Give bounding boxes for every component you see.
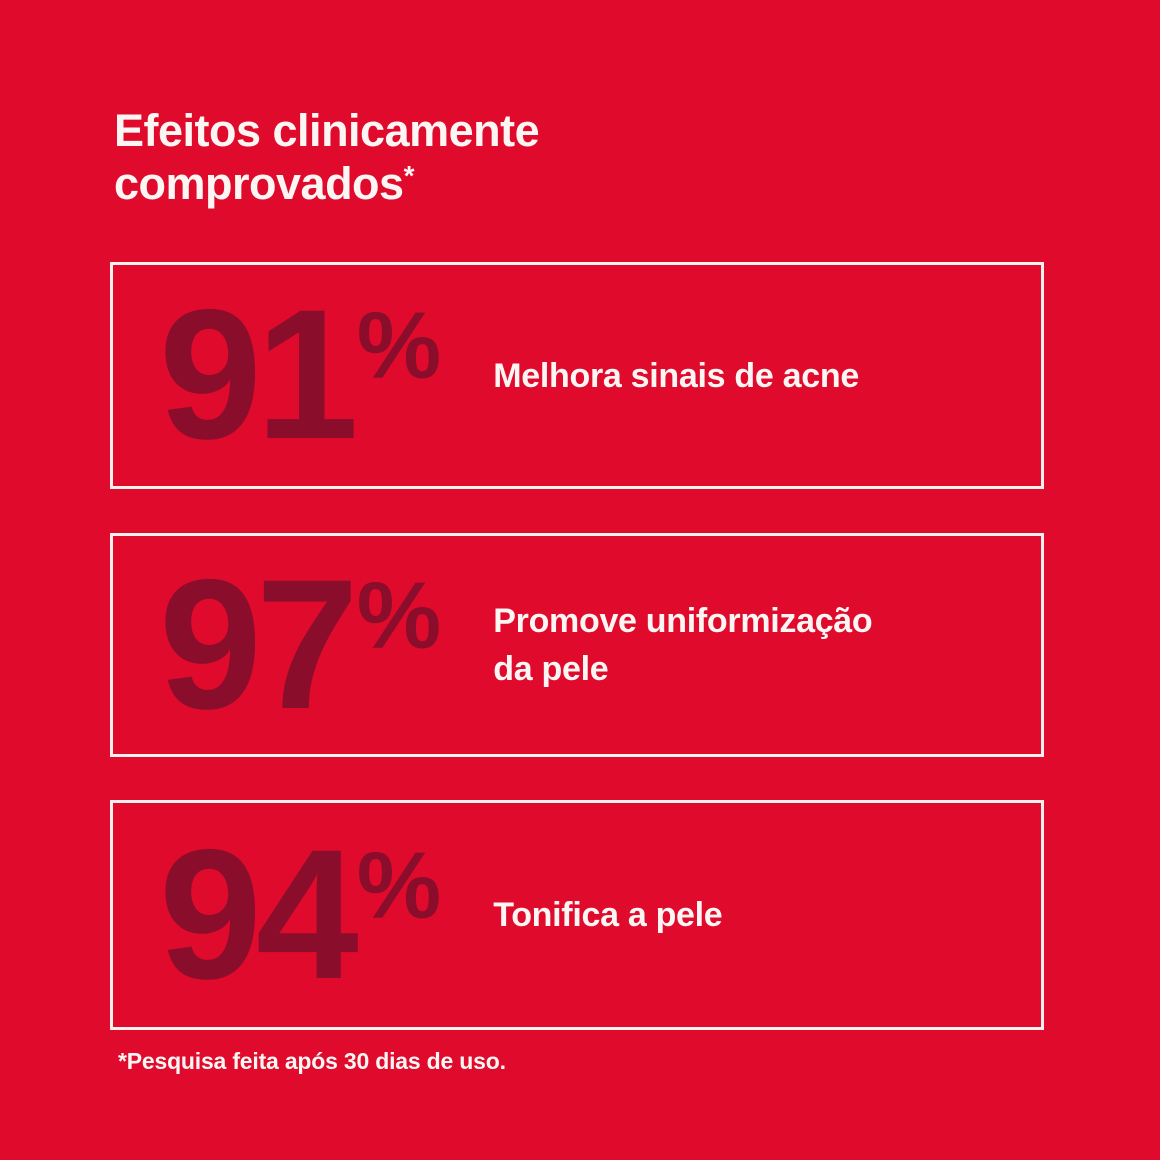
stat-label: Melhora sinais de acne [493,352,859,400]
stat-label-line-1: Promove uniformização [493,602,873,640]
stat-value-number: 94 [159,811,359,1018]
stat-value: 91% [159,283,441,468]
title-asterisk: * [403,160,415,191]
stat-value: 97% [159,552,442,738]
footnote: *Pesquisa feita após 30 dias de uso. [118,1048,506,1074]
stat-label: Tonifica a pele [493,891,722,939]
percent-sign: % [356,562,442,669]
page-title: Efeitos clinicamente comprovados* [114,104,540,210]
stat-card-uniformizacao: 97% Promove uniformização da pele [110,533,1044,757]
stat-value-number: 91 [159,272,359,478]
stat-value-number: 97 [159,541,359,748]
stat-label-line-1: Tonifica a pele [493,896,723,934]
stat-label: Promove uniformização da pele [493,597,872,693]
title-line-1: Efeitos clinicamente [114,105,540,156]
percent-sign: % [356,293,442,399]
stat-label-line-1: Melhora sinais de acne [493,356,859,395]
stat-card-acne: 91% Melhora sinais de acne [110,262,1044,489]
stat-card-tonifica: 94% Tonifica a pele [110,800,1044,1030]
stat-label-line-2: da pele [493,650,609,688]
title-line-2: comprovados [114,158,404,209]
percent-sign: % [356,832,442,939]
stat-value: 94% [159,822,442,1008]
